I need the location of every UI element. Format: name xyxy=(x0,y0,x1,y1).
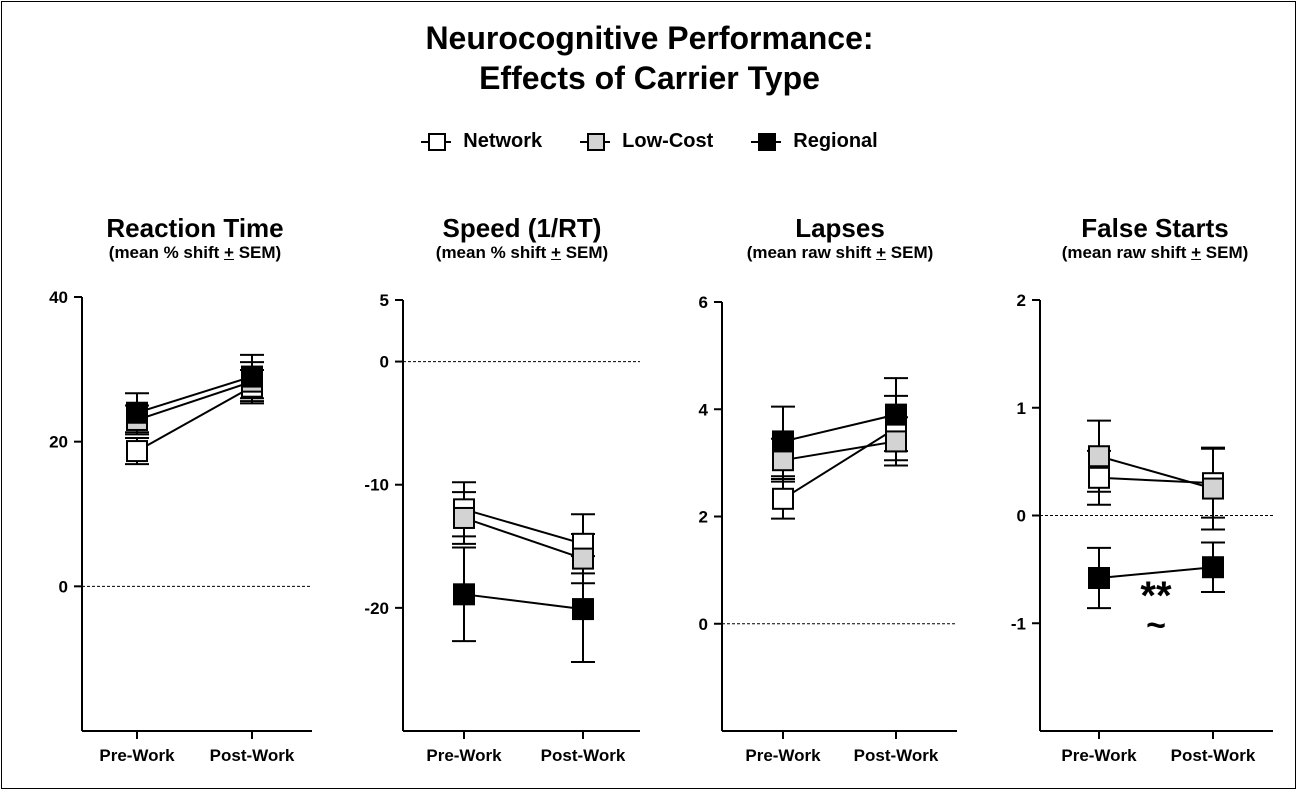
significance-stars: ** xyxy=(1140,574,1172,618)
data-point-low-cost xyxy=(1088,445,1110,468)
panel-heading: Lapses xyxy=(795,213,885,243)
panel-title-lapses: Lapses (mean raw shift + SEM) xyxy=(690,213,990,263)
data-point-network xyxy=(126,440,148,463)
panel-heading: Reaction Time xyxy=(106,213,284,243)
figure-title: Neurocognitive Performance: Effects of C… xyxy=(0,18,1299,98)
series-line-low-cost xyxy=(1098,455,1214,490)
y-tick-label: 1 xyxy=(1017,399,1026,418)
series-line-low-cost xyxy=(136,380,253,421)
series-line-network xyxy=(136,385,253,452)
y-tick-label: 6 xyxy=(699,293,708,312)
data-point-network xyxy=(1088,466,1110,489)
panel-subtitle: (mean raw shift + SEM) xyxy=(746,243,934,262)
legend-swatch-network xyxy=(421,131,452,153)
data-point-regional xyxy=(126,401,148,424)
data-point-regional xyxy=(1088,566,1110,589)
data-point-regional xyxy=(885,403,907,426)
x-tick-label: Post-Work xyxy=(1171,746,1256,765)
series-line-network xyxy=(463,508,584,545)
y-tick-label: 2 xyxy=(699,508,708,527)
data-point-regional xyxy=(453,583,475,606)
data-point-network xyxy=(772,487,794,510)
legend-label-regional: Regional xyxy=(793,130,878,152)
series-line-low-cost xyxy=(463,517,584,560)
trend-tilde: ~ xyxy=(1146,606,1166,644)
panel-subtitle: (mean raw shift + SEM) xyxy=(1061,243,1249,262)
data-point-low-cost xyxy=(453,506,475,529)
legend-item-low-cost: Low-Cost xyxy=(580,130,713,153)
data-point-low-cost xyxy=(572,547,594,570)
x-tick-label: Pre-Work xyxy=(99,746,175,765)
x-tick-label: Pre-Work xyxy=(745,746,821,765)
series-line-low-cost xyxy=(782,440,897,462)
panel-heading: False Starts xyxy=(1081,213,1229,243)
x-tick-label: Pre-Work xyxy=(426,746,502,765)
series-line-network xyxy=(782,427,897,500)
data-point-regional xyxy=(1202,556,1224,579)
series-line-regional xyxy=(782,413,897,443)
data-point-low-cost xyxy=(1202,477,1224,500)
panel-subtitle: (mean % shift + SEM) xyxy=(435,243,609,262)
y-tick-label: 2 xyxy=(1017,291,1026,310)
panel-title-false-starts: False Starts (mean raw shift + SEM) xyxy=(1005,213,1299,263)
legend-swatch-low-cost xyxy=(580,131,611,153)
y-tick-label: 0 xyxy=(380,353,389,372)
x-tick-label: Pre-Work xyxy=(1061,746,1137,765)
panel-title-reaction-time: Reaction Time (mean % shift + SEM) xyxy=(45,213,345,263)
data-point-regional xyxy=(572,598,594,621)
y-tick-label: -1 xyxy=(1011,614,1026,633)
legend-swatch-regional xyxy=(751,131,782,153)
legend-label-network: Network xyxy=(463,130,543,152)
y-tick-label: 0 xyxy=(699,615,708,634)
series-line-regional xyxy=(136,375,253,414)
data-point-low-cost xyxy=(772,449,794,472)
y-tick-label: 4 xyxy=(699,400,709,419)
panel-heading: Speed (1/RT) xyxy=(442,213,602,243)
x-tick-label: Post-Work xyxy=(541,746,626,765)
figure-title-line-1: Neurocognitive Performance: xyxy=(425,20,874,56)
data-point-regional xyxy=(241,365,263,388)
legend-label-low-cost: Low-Cost xyxy=(622,130,714,152)
series-line-regional xyxy=(463,593,584,611)
series-line-network xyxy=(1098,476,1214,485)
x-tick-label: Post-Work xyxy=(854,746,939,765)
series-line-regional xyxy=(1098,566,1214,579)
data-point-low-cost xyxy=(885,430,907,453)
panel-subtitle: (mean % shift + SEM) xyxy=(108,243,282,262)
figure-title-line-2: Effects of Carrier Type xyxy=(479,60,820,96)
legend: Network Low-Cost Regional xyxy=(0,130,1299,153)
data-point-regional xyxy=(772,430,794,453)
y-tick-label: -20 xyxy=(364,599,389,618)
y-tick-label: -10 xyxy=(364,476,389,495)
legend-item-regional: Regional xyxy=(751,130,878,153)
y-tick-label: 20 xyxy=(49,433,68,452)
panel-title-speed: Speed (1/RT) (mean % shift + SEM) xyxy=(372,213,672,263)
y-tick-label: 0 xyxy=(59,577,68,596)
y-tick-label: 40 xyxy=(49,288,68,307)
y-tick-label: 5 xyxy=(380,291,389,310)
legend-item-network: Network xyxy=(421,130,542,153)
x-tick-label: Post-Work xyxy=(210,746,295,765)
y-tick-label: 0 xyxy=(1017,507,1026,526)
